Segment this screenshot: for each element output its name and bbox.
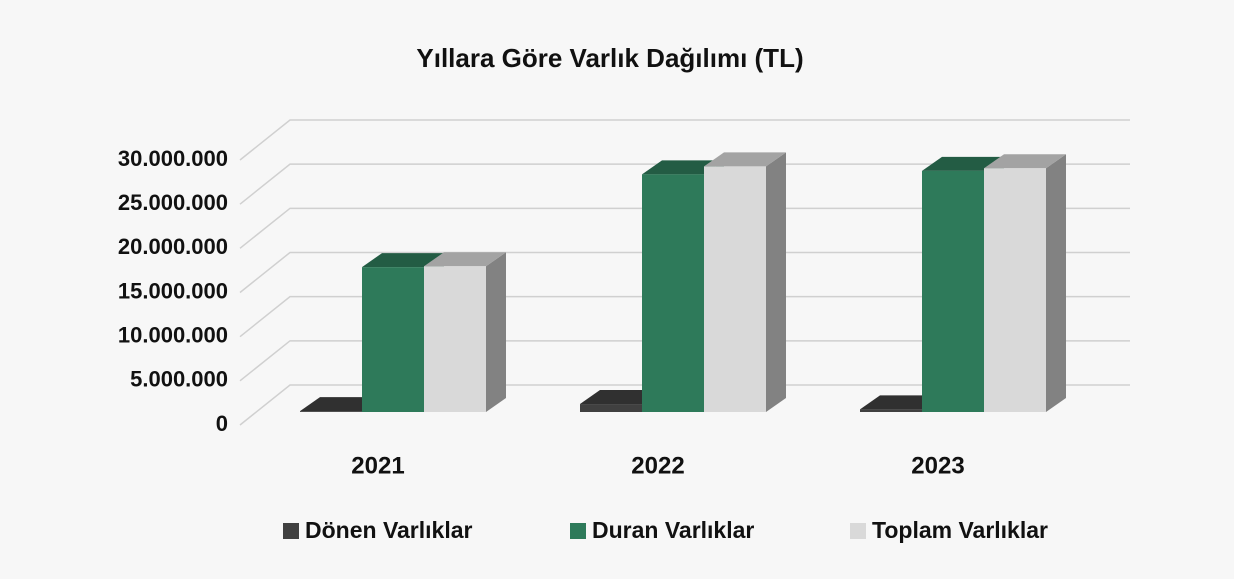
legend-label: Duran Varlıklar <box>592 517 754 543</box>
bar <box>642 174 704 412</box>
bar-top <box>580 390 662 405</box>
bar-top <box>860 395 942 410</box>
grid-line <box>239 340 1130 382</box>
grid-line <box>239 163 1130 205</box>
grid-line <box>239 207 1130 249</box>
bar <box>922 170 984 412</box>
bar <box>300 411 362 412</box>
x-tick-label: 2023 <box>911 452 964 479</box>
x-tick-label: 2021 <box>351 452 404 479</box>
legend-swatch <box>850 523 866 539</box>
y-tick-label: 20.000.000 <box>118 234 228 259</box>
y-tick-label: 10.000.000 <box>118 322 228 347</box>
bar <box>424 266 486 412</box>
bar <box>580 404 642 412</box>
y-tick-label: 5.000.000 <box>130 367 228 392</box>
bar-side <box>1046 154 1066 412</box>
legend-swatch <box>283 523 299 539</box>
legend-label: Toplam Varlıklar <box>872 517 1048 543</box>
grid-line <box>239 119 1130 161</box>
bar <box>362 267 424 412</box>
y-tick-label: 0 <box>216 411 228 436</box>
y-tick-label: 25.000.000 <box>118 190 228 215</box>
bar-top <box>642 160 724 175</box>
y-tick-label: 30.000.000 <box>118 146 228 171</box>
bar-top <box>704 152 786 167</box>
legend-label: Dönen Varlıklar <box>305 517 473 543</box>
grid-line <box>239 384 1130 426</box>
bar-top <box>424 252 506 267</box>
bar <box>984 168 1046 412</box>
grid-line <box>239 251 1130 294</box>
bar-top <box>984 154 1066 169</box>
bar-top <box>922 156 1004 171</box>
bar-side <box>486 252 506 412</box>
bar <box>860 409 922 412</box>
bar <box>704 166 766 412</box>
bar-side <box>766 152 786 412</box>
legend-swatch <box>570 523 586 539</box>
y-tick-label: 15.000.000 <box>118 278 228 303</box>
chart-title: Yıllara Göre Varlık Dağılımı (TL) <box>416 43 803 73</box>
bar-top <box>300 397 382 412</box>
bar-top <box>362 253 444 268</box>
x-tick-label: 2022 <box>631 452 684 479</box>
grid-line <box>239 295 1130 338</box>
